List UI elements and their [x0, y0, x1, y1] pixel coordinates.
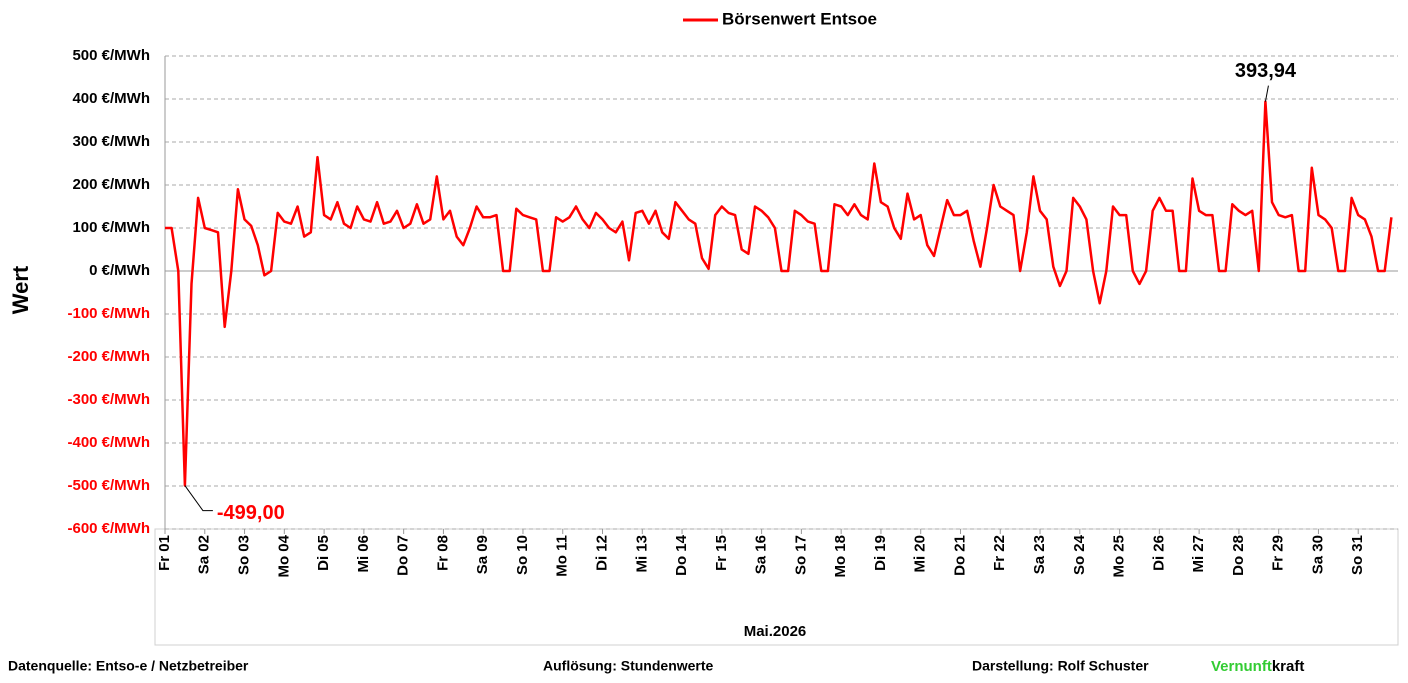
x-tick-label: Mi 13 [633, 535, 650, 573]
x-tick-label: Fr 01 [156, 535, 173, 571]
footer-resolution: Auflösung: Stundenwerte [543, 658, 714, 674]
annotation: -499,00 [217, 502, 285, 524]
series-line [165, 100, 1393, 487]
annotation: 393,94 [1235, 60, 1297, 82]
y-tick-label: -100 €/MWh [67, 305, 150, 322]
legend-label: Börsenwert Entsoe [722, 9, 877, 28]
x-tick-label: Do 07 [395, 535, 412, 576]
x-tick-label: Do 28 [1230, 535, 1247, 576]
x-tick-label: Do 21 [951, 535, 968, 576]
y-tick-label: 200 €/MWh [72, 176, 150, 193]
x-tick-label: Mi 20 [912, 535, 929, 573]
x-tick-label: Mo 11 [554, 535, 571, 577]
y-tick-label: 300 €/MWh [72, 133, 150, 150]
x-tick-label: Fr 22 [991, 535, 1008, 571]
brand-part: kraft [1272, 658, 1305, 675]
x-tick-label: Mi 06 [355, 535, 372, 573]
x-tick-label: Sa 09 [474, 535, 491, 574]
x-tick-label: Fr 08 [434, 535, 451, 571]
y-tick-label: -600 €/MWh [67, 520, 150, 537]
x-tick-label: So 03 [236, 535, 253, 575]
x-tick-label: Mi 27 [1190, 535, 1207, 573]
y-tick-label: 500 €/MWh [72, 47, 150, 64]
x-tick-label: So 17 [792, 535, 809, 575]
x-tick-label: Di 12 [593, 535, 610, 571]
annotation-leader [1264, 85, 1269, 102]
x-tick-label: Di 19 [872, 535, 889, 571]
y-tick-label: 0 €/MWh [89, 262, 150, 279]
y-axis-title: Wert [8, 265, 33, 314]
x-tick-label: Di 26 [1150, 535, 1167, 571]
y-tick-label: -300 €/MWh [67, 391, 150, 408]
x-tick-label: So 10 [514, 535, 531, 575]
annotation-leader [184, 485, 213, 512]
x-tick-label: Mo 18 [832, 535, 849, 578]
x-tick-label: Sa 02 [196, 535, 213, 574]
brand-part: Vernunft [1211, 658, 1272, 675]
x-tick-label: Mo 25 [1111, 535, 1128, 578]
x-tick-label: So 31 [1349, 535, 1366, 575]
x-tick-label: Mo 04 [275, 534, 292, 577]
y-tick-label: 100 €/MWh [72, 219, 150, 236]
x-tick-label: Fr 29 [1270, 535, 1287, 571]
x-tick-label: Sa 16 [753, 535, 770, 574]
x-tick-label: Sa 23 [1031, 535, 1048, 574]
x-tick-label: Di 05 [315, 535, 332, 571]
footer-brand: Vernunftkraft [1211, 658, 1304, 675]
y-tick-label: -400 €/MWh [67, 434, 150, 451]
x-tick-label: So 24 [1071, 534, 1088, 575]
y-tick-label: -200 €/MWh [67, 348, 150, 365]
footer-source: Datenquelle: Entso-e / Netzbetreiber [8, 658, 249, 674]
y-tick-label: -500 €/MWh [67, 477, 150, 494]
y-tick-label: 400 €/MWh [72, 90, 150, 107]
x-tick-label: Do 14 [673, 534, 690, 576]
x-axis-title: Mai.2026 [744, 623, 807, 640]
x-tick-label: Fr 15 [713, 535, 730, 571]
x-tick-label: Sa 30 [1309, 535, 1326, 574]
footer-author: Darstellung: Rolf Schuster [972, 658, 1149, 674]
